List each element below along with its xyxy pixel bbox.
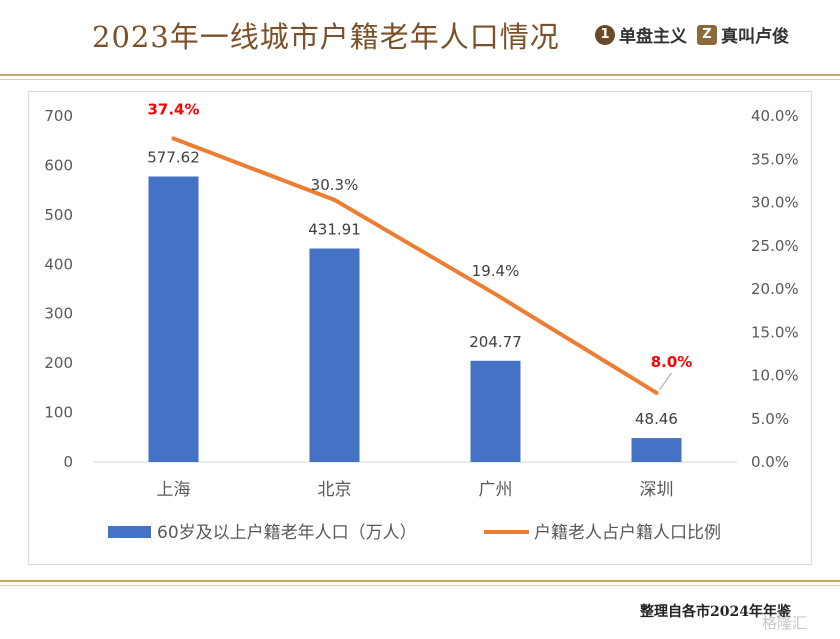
left-tick-label: 100 xyxy=(44,404,73,422)
bar-value-label: 48.46 xyxy=(635,410,678,428)
line-value-label: 8.0% xyxy=(651,353,693,371)
line-value-labels: 37.4% 30.3% 19.4% 8.0% xyxy=(147,100,693,391)
left-axis: 0 100 200 300 400 500 600 700 xyxy=(44,107,73,471)
chart-container: 0 100 200 300 400 500 600 700 0.0% 5.0% 10.0% 15.0… xyxy=(28,91,812,565)
category-label: 上海 xyxy=(157,480,191,500)
watermark: 格隆汇 xyxy=(762,614,808,632)
legend-swatch-bar xyxy=(108,526,151,538)
right-tick-label: 35.0% xyxy=(751,150,799,168)
line-point xyxy=(654,390,659,395)
brand-danpan: 1 单盘主义 xyxy=(595,22,687,47)
category-label: 深圳 xyxy=(640,480,674,500)
right-tick-label: 25.0% xyxy=(751,237,799,255)
footer-divider xyxy=(0,580,840,582)
right-tick-label: 20.0% xyxy=(751,280,799,298)
legend: 60岁及以上户籍老年人口（万人） 户籍老人占户籍人口比例 xyxy=(108,523,721,543)
left-tick-label: 400 xyxy=(44,255,73,273)
brand-name: 真叫卢俊 xyxy=(721,27,789,47)
header-divider xyxy=(0,74,840,76)
line-point xyxy=(171,136,176,141)
brand-logo-icon: 1 xyxy=(595,24,615,45)
right-tick-label: 40.0% xyxy=(751,107,799,125)
category-label: 北京 xyxy=(318,480,352,500)
category-label: 广州 xyxy=(479,480,513,500)
legend-label: 户籍老人占户籍人口比例 xyxy=(534,523,721,543)
brand-name: 单盘主义 xyxy=(619,27,687,47)
combo-chart: 0 100 200 300 400 500 600 700 0.0% 5.0% 10.0% 15.0… xyxy=(44,100,799,543)
bar xyxy=(470,360,521,462)
left-tick-label: 200 xyxy=(44,354,73,372)
right-tick-label: 15.0% xyxy=(751,323,799,341)
left-tick-label: 0 xyxy=(63,453,73,471)
bar xyxy=(631,438,682,462)
right-tick-label: 0.0% xyxy=(751,453,789,471)
left-tick-label: 600 xyxy=(44,156,73,174)
line-point xyxy=(332,197,337,202)
right-axis: 0.0% 5.0% 10.0% 15.0% 20.0% 25.0% 30.0% 35.0% 40… xyxy=(751,107,799,471)
page-title: 2023年一线城市户籍老年人口情况 xyxy=(92,20,560,54)
source-note: 整理自各市2024年年鉴 xyxy=(640,604,791,620)
right-tick-label: 10.0% xyxy=(751,367,799,385)
bar xyxy=(148,176,199,462)
line-value-label: 37.4% xyxy=(147,100,199,118)
legend-label: 60岁及以上户籍老年人口（万人） xyxy=(157,523,417,543)
label-leader-line xyxy=(659,372,672,391)
line-point xyxy=(493,292,498,297)
brand-logo-icon: Z xyxy=(697,24,717,45)
left-tick-label: 300 xyxy=(44,305,73,323)
header-divider-thin xyxy=(0,79,840,80)
line-path xyxy=(171,136,659,395)
right-tick-label: 30.0% xyxy=(751,194,799,212)
bar xyxy=(309,248,360,462)
bar-value-label: 431.91 xyxy=(308,221,361,239)
line-series xyxy=(171,136,659,395)
left-tick-label: 700 xyxy=(44,107,73,125)
left-tick-label: 500 xyxy=(44,206,73,224)
category-labels: 上海 北京 广州 深圳 xyxy=(157,480,674,500)
bar-value-label: 204.77 xyxy=(469,333,522,351)
brand-zhenjiao: Z 真叫卢俊 xyxy=(697,22,789,47)
right-tick-label: 5.0% xyxy=(751,410,789,428)
line-value-label: 19.4% xyxy=(472,262,520,280)
line-value-label: 30.3% xyxy=(311,176,359,194)
bar-series xyxy=(148,176,682,462)
footer-divider-thin xyxy=(0,585,840,586)
header: 2023年一线城市户籍老年人口情况 1 单盘主义 Z 真叫卢俊 xyxy=(0,0,840,80)
bar-value-label: 577.62 xyxy=(147,148,200,166)
bar-value-labels: 577.62 431.91 204.77 48.46 xyxy=(147,148,678,428)
